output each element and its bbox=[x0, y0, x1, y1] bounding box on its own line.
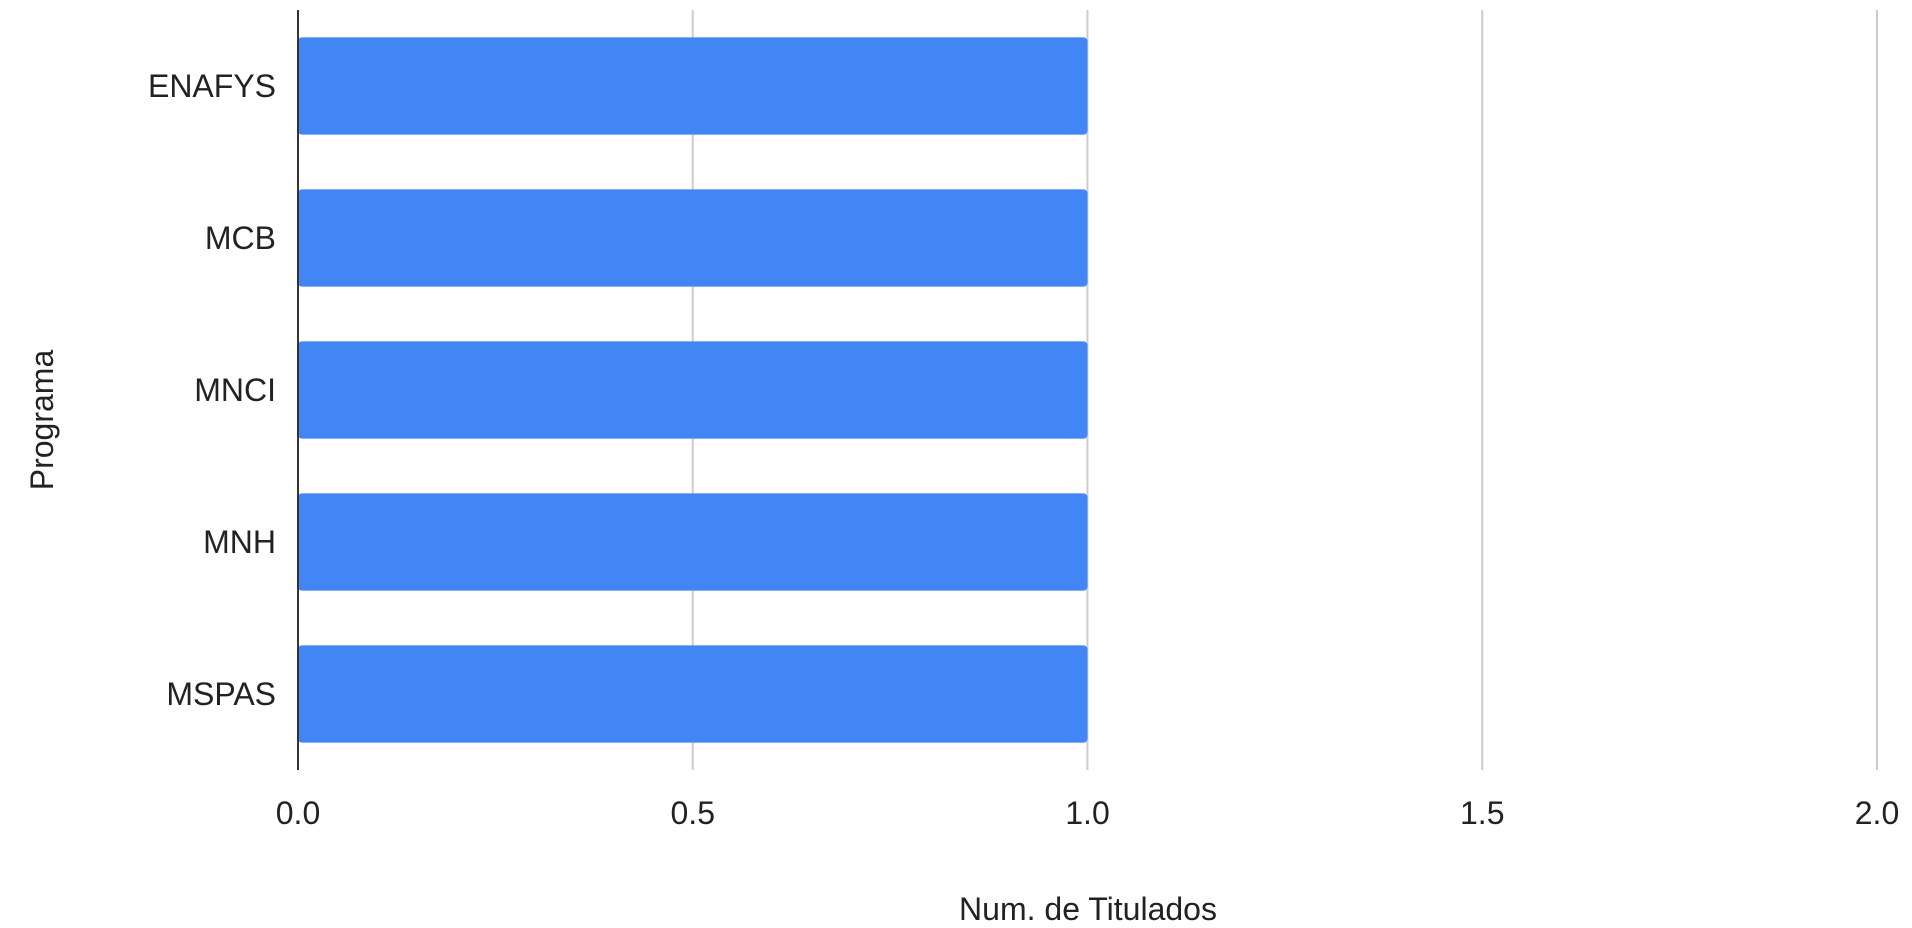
y-tick-label: MCB bbox=[205, 220, 276, 256]
x-tick-label: 0.5 bbox=[671, 795, 715, 831]
bars bbox=[298, 37, 1088, 743]
y-axis-title: Programa bbox=[24, 350, 60, 491]
y-tick-label: ENAFYS bbox=[148, 68, 276, 104]
x-tick-label: 2.0 bbox=[1855, 795, 1899, 831]
x-tick-label: 1.0 bbox=[1065, 795, 1109, 831]
bar bbox=[298, 493, 1088, 591]
x-tick-label: 0.0 bbox=[276, 795, 320, 831]
bar bbox=[298, 37, 1088, 135]
bar bbox=[298, 645, 1088, 743]
y-tick-labels: ENAFYS MCB MNCI MNH MSPAS bbox=[148, 68, 276, 712]
bar bbox=[298, 341, 1088, 439]
y-tick-label: MNH bbox=[203, 524, 276, 560]
bar bbox=[298, 189, 1088, 287]
x-tick-labels: 0.0 0.5 1.0 1.5 2.0 bbox=[276, 795, 1899, 831]
x-tick-label: 1.5 bbox=[1460, 795, 1504, 831]
y-tick-label: MSPAS bbox=[166, 676, 276, 712]
x-axis-title: Num. de Titulados bbox=[959, 891, 1217, 927]
y-tick-label: MNCI bbox=[194, 372, 276, 408]
